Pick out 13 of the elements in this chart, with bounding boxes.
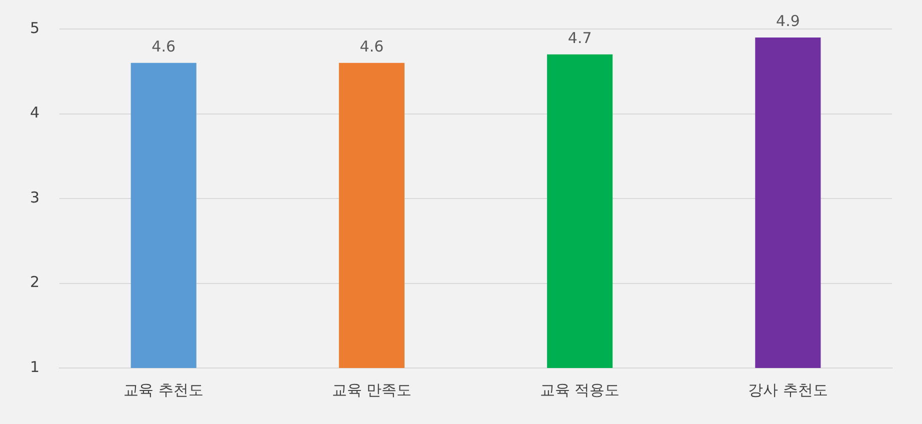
y-tick-label: 4 xyxy=(30,104,40,122)
x-tick-label: 교육 추천도 xyxy=(124,380,204,399)
x-tick-label: 교육 만족도 xyxy=(332,380,412,399)
y-tick-label: 1 xyxy=(30,358,40,376)
x-tick-label: 강사 추천도 xyxy=(748,380,828,399)
data-label: 4.9 xyxy=(776,12,800,30)
data-label: 4.6 xyxy=(360,37,384,56)
y-tick-label: 3 xyxy=(30,188,40,206)
y-tick-label: 5 xyxy=(30,18,40,37)
y-tick-label: 2 xyxy=(30,273,40,292)
data-label: 4.7 xyxy=(568,28,592,47)
x-tick-label: 교육 적용도 xyxy=(540,380,620,399)
data-label: 4.6 xyxy=(152,37,176,56)
